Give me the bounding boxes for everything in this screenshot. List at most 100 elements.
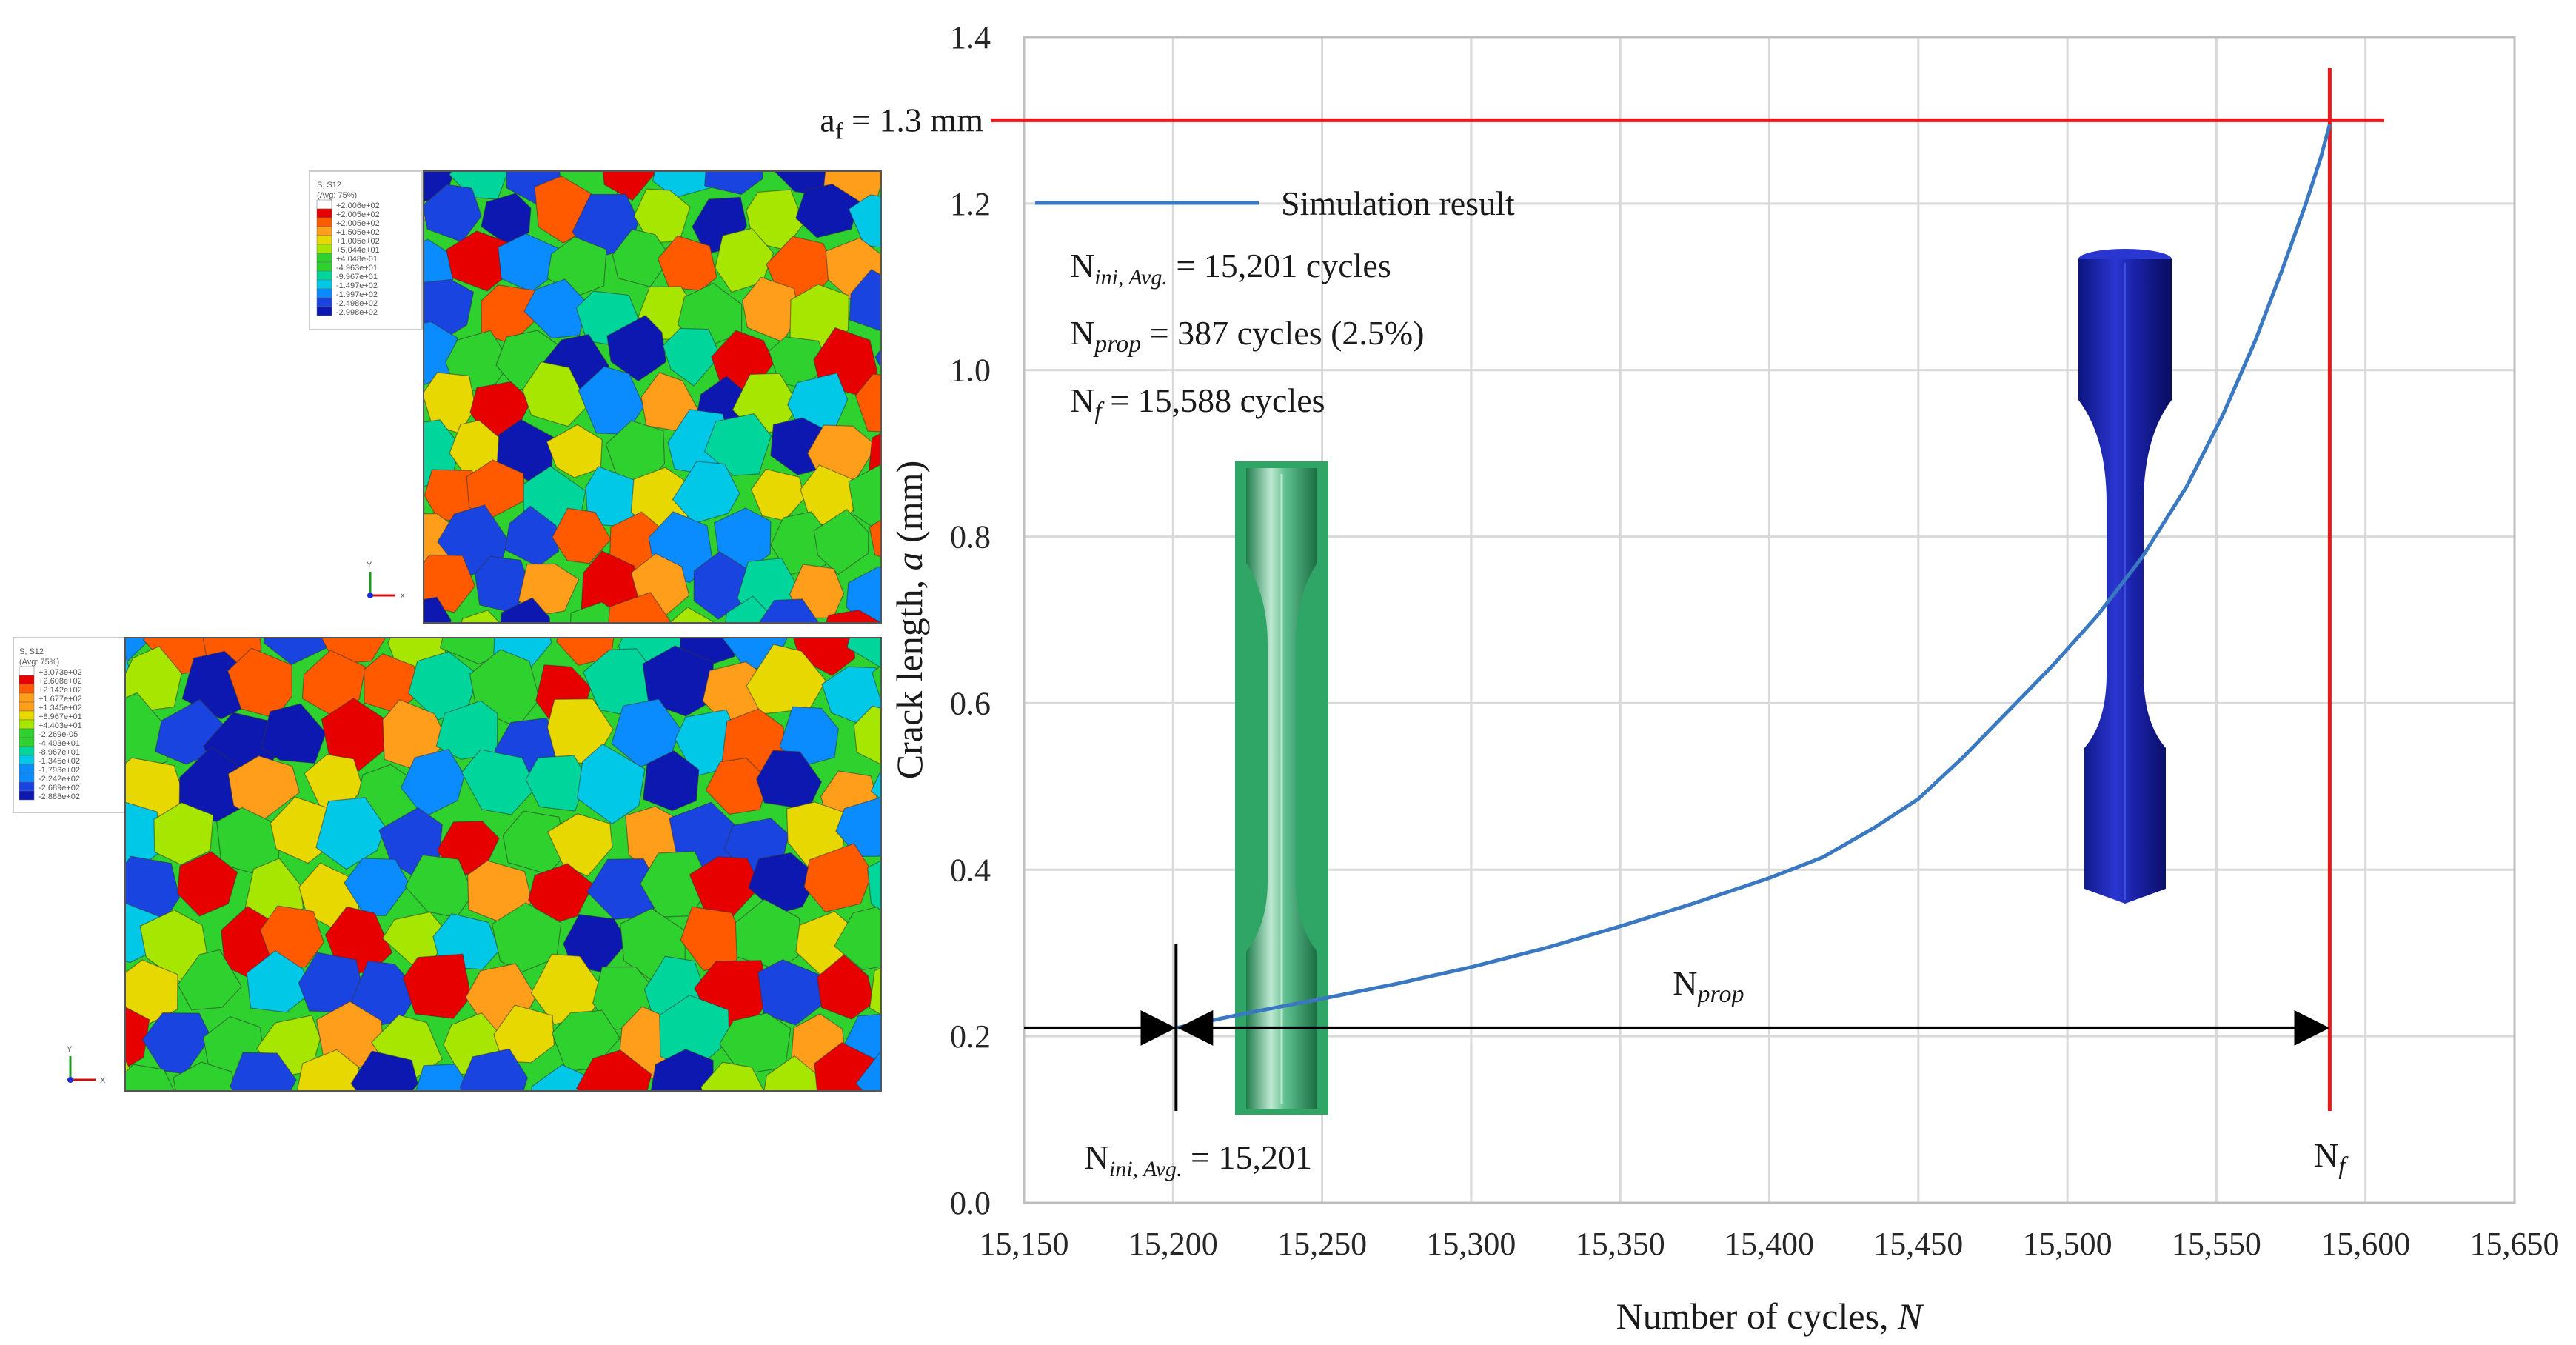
fe-grain [758, 598, 820, 623]
axis-triad-top-icon: YX [367, 561, 406, 601]
fe-grain [825, 609, 880, 623]
fe-legend-value: +2.005e+02 [336, 219, 380, 228]
fe-panel-bottom: S, S12 (Avg: 75%)+3.073e+02+2.608e+02+2.1… [13, 554, 1004, 1177]
fe-legend-swatch [19, 755, 35, 765]
fe-legend-title: S, S12 [19, 647, 44, 656]
fe-grain [795, 183, 860, 238]
fe-legend-value: -2.242e+02 [39, 775, 80, 784]
fe-grain [402, 953, 472, 1019]
plot-area-border [1023, 36, 2516, 1204]
fe-legend-swatch [316, 226, 332, 236]
fe-legend-swatch [316, 244, 332, 254]
fe-grain [424, 184, 482, 243]
fe-grain [730, 1096, 800, 1175]
fe-grain [438, 1103, 508, 1176]
fe-grain [848, 194, 881, 248]
fe-grain [331, 415, 401, 479]
fe-grain [173, 1061, 237, 1091]
fe-grain [333, 327, 392, 386]
fe-legend-swatch [19, 684, 35, 694]
fe-grain [703, 413, 772, 476]
fe-legend-value: -1.997e+02 [336, 290, 378, 299]
fe-panel-top: S, S12(Avg: 75%)+2.006e+02+2.005e+02+2.0… [309, 101, 945, 624]
fe-grain [869, 967, 881, 1015]
fe-grain [415, 1064, 472, 1091]
fe-grain [849, 269, 881, 332]
fe-legend-swatch [19, 675, 35, 685]
triad-y-label: Y [367, 561, 372, 570]
fe-legend-subtitle: (Avg: 75%) [19, 658, 59, 667]
fe-grain [846, 638, 881, 667]
fe-legend-value: +2.006e+02 [336, 201, 380, 210]
fe-legend-value: -9.967e+01 [336, 273, 378, 281]
fe-legend-swatch [316, 253, 332, 263]
fe-grain [834, 906, 881, 971]
fe-legend-swatch [316, 217, 332, 227]
triad-origin [367, 593, 373, 598]
fe-legend-swatch [19, 790, 35, 801]
y-tick-label: 0.0 [950, 1185, 991, 1221]
fe-grain [547, 1101, 612, 1166]
fe-grain [642, 645, 715, 717]
fe-legend-swatch [19, 764, 35, 774]
fe-legend-value: -2.269e-05 [39, 730, 78, 739]
fe-grain [643, 750, 700, 812]
fe-grain [785, 1104, 852, 1175]
fe-grain [125, 1064, 175, 1091]
fe-grain [650, 1049, 714, 1091]
legend-label-simulation: Simulation result [1281, 184, 1515, 222]
y-tick-label: 0.2 [950, 1018, 991, 1055]
fe-grain [491, 902, 562, 973]
specimen-green-image [1235, 461, 1328, 1115]
x-tick-label: 15,200 [1128, 1226, 1218, 1262]
fe-grain [87, 1118, 148, 1177]
reference-lines [991, 68, 2384, 1111]
label-n-f: Nf [2314, 1136, 2349, 1180]
fe-grain [125, 692, 169, 774]
fe-legend-value: -2.689e+02 [39, 784, 80, 792]
fe-grain [483, 101, 538, 153]
fe-legend-value: -1.497e+02 [336, 281, 378, 290]
fe-grain [935, 554, 1004, 619]
fe-grain [400, 748, 465, 818]
fe-grain [886, 145, 945, 201]
fe-legend-value: -8.967e+01 [39, 748, 80, 757]
fe-grain [461, 749, 537, 815]
y-tick-label: 0.8 [950, 519, 991, 555]
fe-legend-value: -2.998e+02 [336, 308, 378, 317]
fe-grain [504, 1111, 572, 1177]
fe-grain [364, 371, 418, 423]
y-tick-label: 1.2 [950, 186, 991, 222]
fe-legend-value: +1.345e+02 [39, 704, 82, 712]
fe-grain [344, 858, 410, 917]
y-tick-label: 0.4 [950, 852, 991, 888]
fe-grain [853, 705, 881, 765]
fe-legend-title: S, S12 [317, 181, 341, 190]
fe-legend-value: +4.048e-01 [336, 255, 378, 264]
annotation-n-ini: Nini, Avg. = 15,201 cycles [1070, 247, 1391, 290]
fe-legend-value: +5.044e+01 [336, 246, 380, 255]
annotation-n-f: Nf = 15,588 cycles [1070, 381, 1325, 425]
fe-legend-value: +4.403e+01 [39, 721, 82, 730]
fe-legend-swatch [19, 710, 35, 721]
fe-grain [872, 664, 881, 703]
fe-grain [180, 560, 244, 615]
fe-grain [125, 981, 133, 1017]
fe-legend-value: +1.677e+02 [39, 695, 82, 704]
fe-grain [931, 946, 1001, 1017]
fe-grain [937, 1067, 1000, 1130]
fe-legend-value: -2.888e+02 [39, 792, 80, 801]
fe-grain [424, 596, 452, 623]
fe-grain [846, 566, 881, 623]
fe-grain [835, 797, 881, 858]
fe-grain [608, 592, 671, 623]
fe-legend-swatch [316, 270, 332, 281]
x-tick-labels: 15,150 15,200 15,250 15,300 15,350 15,400 15,4… [980, 1226, 2560, 1262]
fe-grain [572, 101, 632, 156]
fe-legend-swatch [316, 279, 332, 290]
fe-grain [125, 638, 153, 662]
triad-x-label: X [100, 1076, 106, 1085]
fe-grain [125, 959, 178, 1029]
fe-grain [267, 1101, 330, 1169]
fe-grain [854, 373, 881, 433]
